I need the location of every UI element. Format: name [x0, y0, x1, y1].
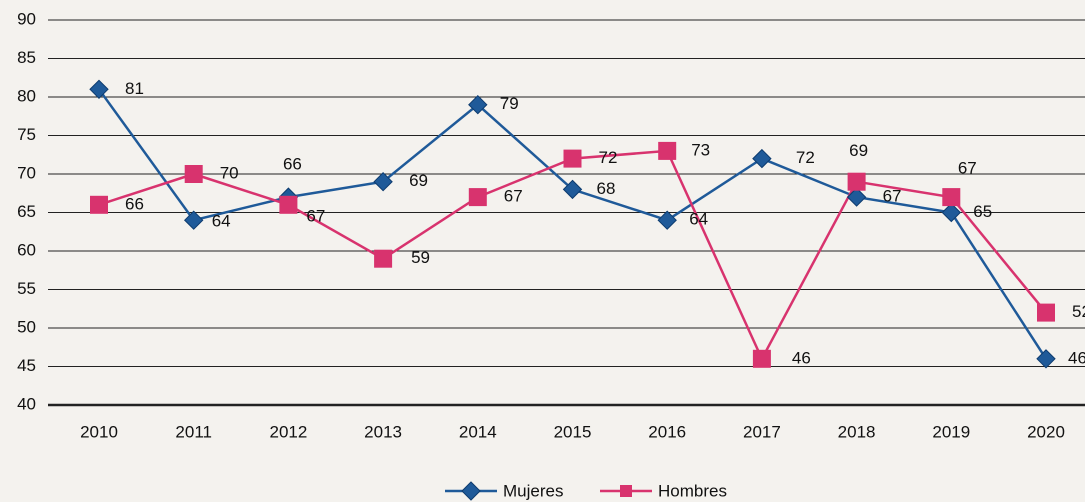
point — [373, 171, 393, 192]
x-tick-label: 2018 — [838, 422, 876, 441]
data-label: 68 — [597, 179, 616, 198]
data-label: 64 — [689, 210, 708, 229]
point — [468, 188, 487, 207]
legend-label: Mujeres — [503, 481, 563, 500]
point — [183, 210, 204, 230]
legend-marker — [461, 481, 481, 501]
data-label: 65 — [973, 202, 992, 221]
x-tick-label: 2014 — [459, 422, 497, 441]
data-label: 67 — [504, 187, 523, 206]
y-tick-label: 80 — [17, 86, 36, 105]
y-tick-label: 70 — [17, 163, 36, 182]
point — [657, 210, 677, 230]
point — [374, 249, 393, 268]
data-label: 67 — [306, 207, 325, 226]
point — [752, 148, 772, 169]
point — [1036, 349, 1056, 369]
point — [752, 349, 771, 368]
x-tick-label: 2016 — [648, 422, 686, 441]
point — [563, 149, 582, 168]
point — [90, 195, 108, 214]
data-label: 64 — [212, 212, 231, 231]
y-tick-label: 75 — [17, 125, 36, 144]
point — [184, 165, 203, 183]
data-label: 59 — [411, 248, 430, 267]
data-label: 66 — [125, 194, 144, 213]
data-label: 66 — [283, 154, 302, 173]
point — [89, 79, 109, 100]
point — [1037, 303, 1055, 322]
point — [562, 179, 583, 200]
x-tick-label: 2010 — [80, 422, 118, 441]
legend-label: Hombres — [658, 481, 727, 500]
data-label: 46 — [1068, 348, 1085, 367]
data-label: 81 — [125, 79, 144, 98]
x-tick-label: 2019 — [932, 422, 970, 441]
point — [279, 195, 298, 214]
point — [942, 188, 961, 207]
point — [847, 172, 866, 191]
series-line — [97, 88, 1048, 360]
y-tick-label: 50 — [17, 317, 36, 336]
data-label: 69 — [849, 141, 868, 160]
y-tick-label: 40 — [17, 394, 36, 413]
data-label: 69 — [409, 171, 428, 190]
y-tick-label: 45 — [17, 356, 36, 375]
point — [846, 187, 867, 207]
y-tick-label: 55 — [17, 279, 36, 298]
data-label: 70 — [220, 163, 239, 182]
data-label: 67 — [958, 159, 977, 178]
point — [468, 94, 488, 115]
data-label: 67 — [883, 187, 902, 206]
y-tick-label: 90 — [17, 9, 36, 28]
data-label: 46 — [792, 348, 811, 367]
data-label: 72 — [796, 148, 815, 167]
data-label: 72 — [599, 148, 618, 167]
x-tick-label: 2011 — [175, 422, 212, 441]
x-tick-label: 2017 — [743, 422, 781, 441]
x-tick-label: 2020 — [1027, 422, 1065, 441]
y-tick-label: 65 — [17, 202, 36, 221]
y-tick-label: 60 — [17, 240, 36, 259]
point — [658, 141, 677, 160]
x-tick-label: 2015 — [554, 422, 592, 441]
data-label: 52 — [1072, 302, 1085, 321]
x-tick-label: 2013 — [364, 422, 402, 441]
y-tick-label: 85 — [17, 48, 36, 67]
legend-marker — [620, 485, 632, 497]
data-label: 73 — [691, 140, 710, 159]
data-label: 79 — [500, 94, 519, 113]
x-tick-label: 2012 — [269, 422, 307, 441]
point — [941, 202, 962, 223]
